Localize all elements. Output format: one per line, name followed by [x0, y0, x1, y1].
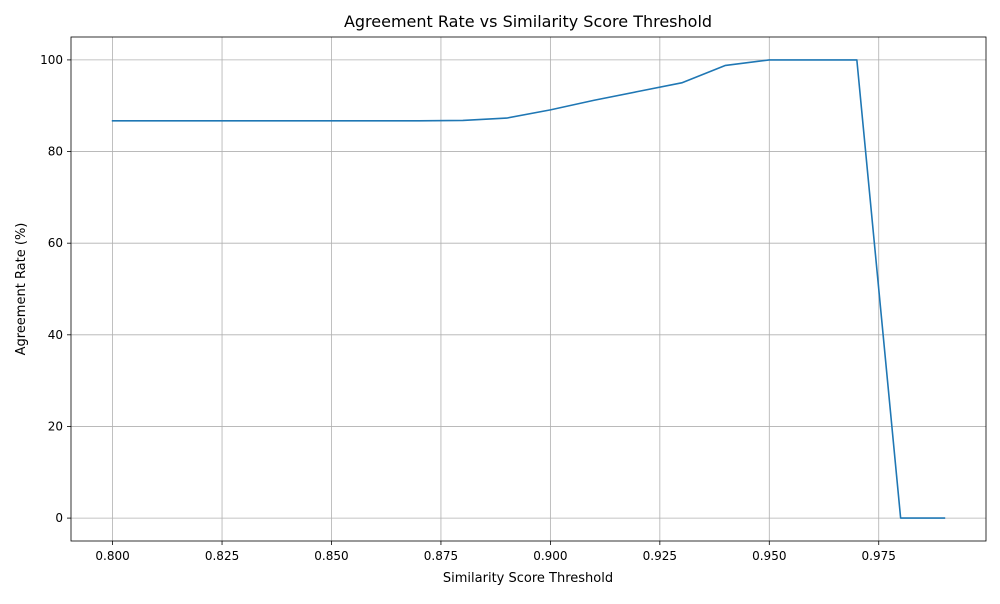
- x-tick-label: 0.925: [643, 549, 677, 563]
- x-tick-label: 0.825: [205, 549, 239, 563]
- x-axis-label: Similarity Score Threshold: [443, 571, 613, 586]
- series-layer: [111, 59, 946, 519]
- y-tick-label: 40: [48, 328, 63, 342]
- y-tick-label: 0: [55, 511, 63, 525]
- x-tick-label: 0.850: [314, 549, 348, 563]
- y-axis-label: Agreement Rate (%): [14, 223, 29, 356]
- y-tick-label: 100: [40, 53, 63, 67]
- chart-title: Agreement Rate vs Similarity Score Thres…: [344, 12, 712, 31]
- y-tick-label: 60: [48, 236, 63, 250]
- agreement-rate-line: [111, 59, 946, 519]
- y-axis-ticks: 0 20 40 60 80 100: [40, 53, 71, 525]
- x-tick-label: 0.950: [752, 549, 786, 563]
- grid-lines: [71, 37, 986, 541]
- y-tick-label: 20: [48, 419, 63, 433]
- x-tick-label: 0.900: [533, 549, 567, 563]
- x-tick-label: 0.975: [862, 549, 896, 563]
- x-tick-label: 0.875: [424, 549, 458, 563]
- plot-frame: [70, 36, 987, 542]
- y-tick-label: 80: [48, 145, 63, 159]
- x-tick-label: 0.800: [95, 549, 129, 563]
- x-axis-ticks: 0.800 0.825 0.850 0.875 0.900 0.925 0.950 0.975: [95, 541, 896, 563]
